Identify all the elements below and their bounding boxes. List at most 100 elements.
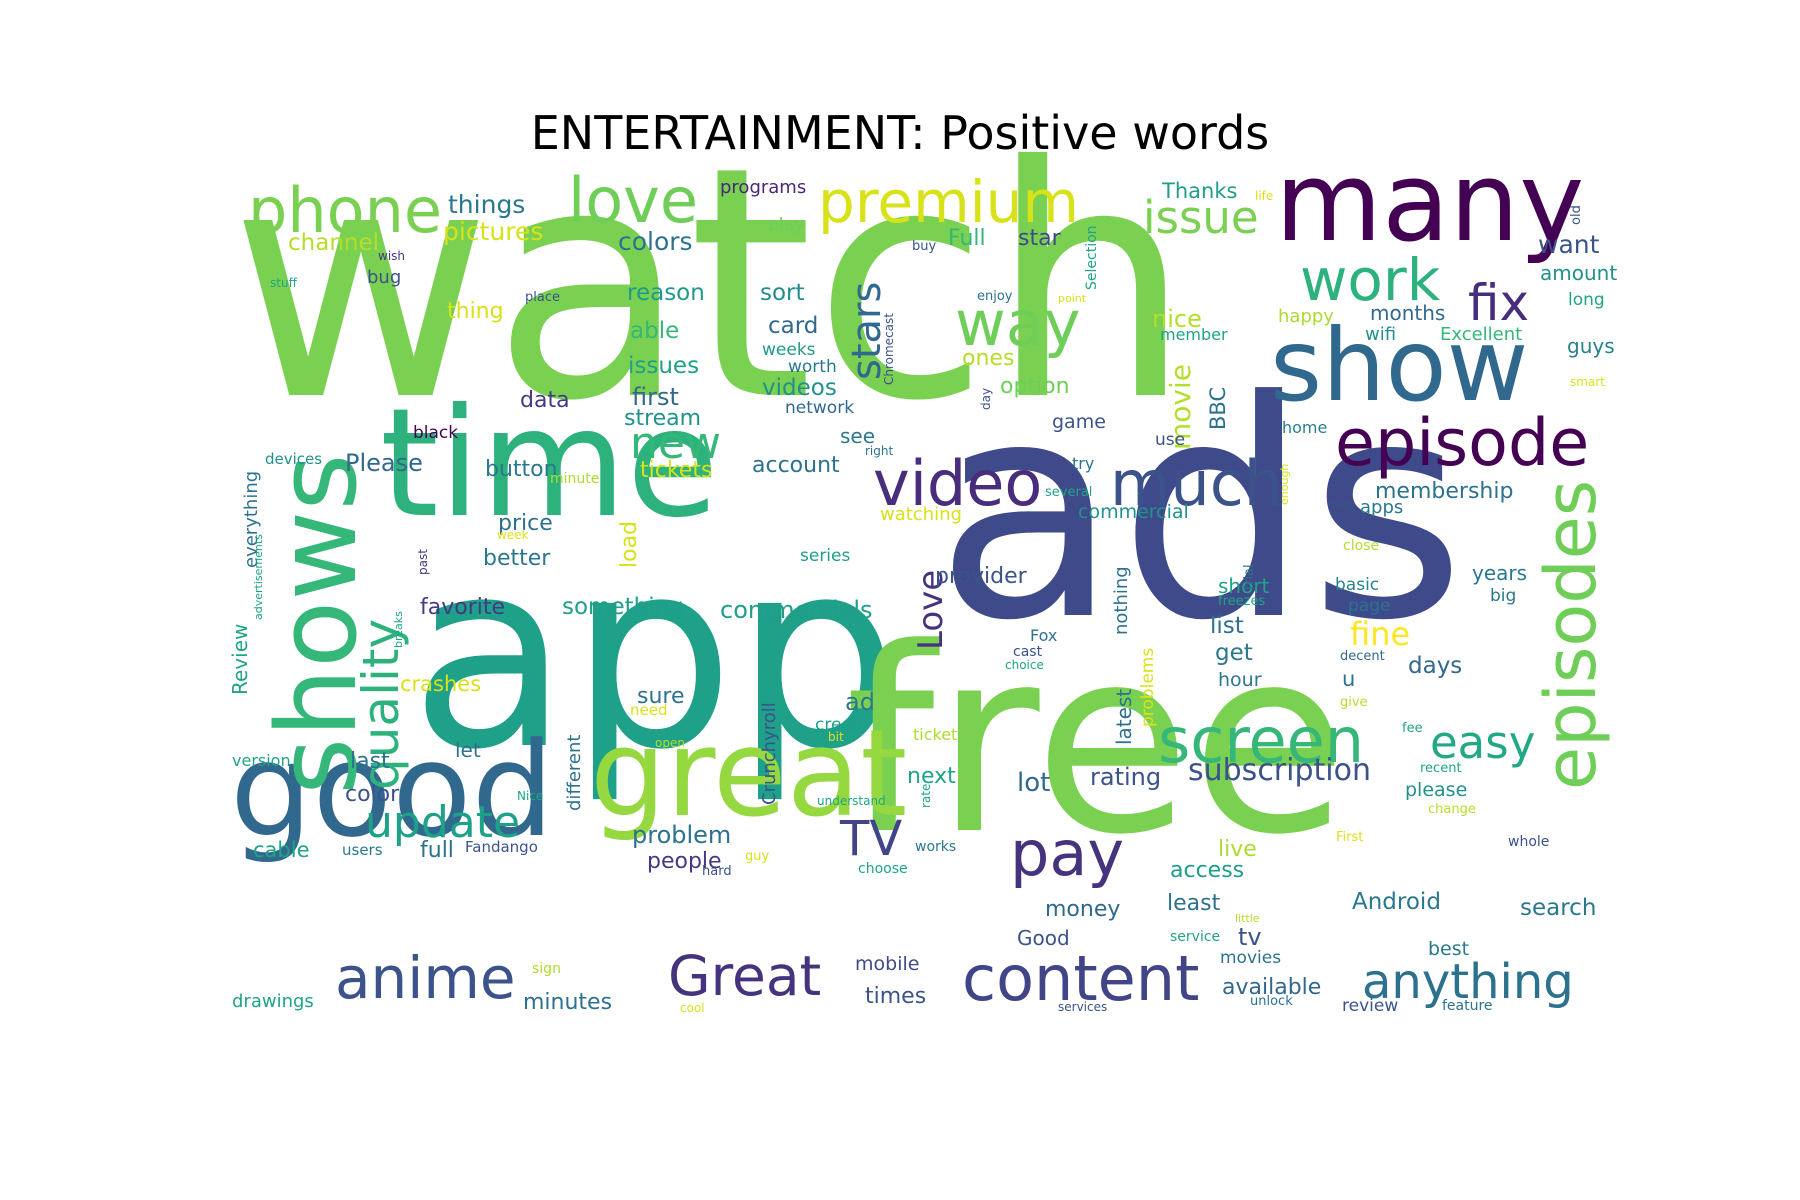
word-crashes: crashes xyxy=(400,672,481,696)
word-anime: anime xyxy=(335,944,516,1012)
word-great: great xyxy=(590,705,907,844)
word-day: day xyxy=(979,388,993,410)
word-enough: enough xyxy=(1278,464,1291,505)
word-services: services xyxy=(1058,1000,1107,1014)
word-game: game xyxy=(1052,411,1106,433)
word-sort: sort xyxy=(760,280,805,306)
word-issue: issue xyxy=(1143,191,1259,244)
word-version: version xyxy=(232,751,291,770)
word-nice: nice xyxy=(1152,305,1202,333)
word-next: next xyxy=(907,764,956,789)
word-first: First xyxy=(1336,830,1363,845)
word-selection: Selection xyxy=(1084,225,1100,290)
word-member: member xyxy=(1160,325,1228,344)
word-people: people xyxy=(647,849,722,874)
word-cast: cast xyxy=(1013,644,1043,660)
word-video: video xyxy=(873,447,1042,520)
word-available: available xyxy=(1222,975,1321,1000)
word-times: times xyxy=(865,984,926,1009)
word-service: service xyxy=(1170,929,1220,945)
word-screen: screen xyxy=(1158,704,1364,777)
word-app: app xyxy=(410,505,899,807)
word-guy: guy xyxy=(745,849,769,864)
word-credit: credit xyxy=(815,715,864,735)
word-works: works xyxy=(915,839,956,855)
word-network: network xyxy=(785,398,854,418)
word-happy: happy xyxy=(1278,306,1334,327)
word-different: different xyxy=(564,735,585,811)
word-movie: movie xyxy=(1164,364,1197,450)
word-buy: buy xyxy=(912,239,936,254)
word-several: several xyxy=(1045,485,1092,500)
word-problem: problem xyxy=(632,821,731,849)
word-able: able xyxy=(630,318,679,344)
word-tv: tv xyxy=(1238,923,1262,951)
word-home: home xyxy=(1282,418,1327,437)
word-issues: issues xyxy=(628,353,699,379)
word-years: years xyxy=(1472,561,1527,585)
word-channel: channel xyxy=(288,230,379,256)
word-phone: phone xyxy=(248,174,442,247)
word-need: need xyxy=(630,701,668,719)
word-please: Please xyxy=(345,449,423,477)
word-time: time xyxy=(380,377,719,551)
word-let: let xyxy=(455,738,481,762)
word-load: load xyxy=(617,521,642,568)
word-card: card xyxy=(768,313,818,339)
word-point: point xyxy=(1058,292,1087,305)
word-last: last xyxy=(350,749,390,774)
word-full: Full xyxy=(948,226,986,251)
word-understand: understand xyxy=(817,794,886,808)
word-ads: ads xyxy=(935,337,1466,686)
word-trial: trial xyxy=(1242,564,1257,590)
word-pay: pay xyxy=(1010,817,1124,890)
word-star: star xyxy=(1018,226,1062,251)
word-try: try xyxy=(1072,454,1094,473)
word-better: better xyxy=(483,546,551,571)
word-live: live xyxy=(1218,837,1257,862)
word-episode: episode xyxy=(1335,406,1589,481)
word-u: u xyxy=(1342,667,1355,691)
word-watch: watch xyxy=(230,99,1192,471)
word-want: want xyxy=(1538,230,1600,259)
word-new: new xyxy=(630,418,721,469)
word-advertisements: advertisements xyxy=(252,534,265,620)
word-membership: membership xyxy=(1375,479,1513,504)
word-everything: everything xyxy=(241,471,262,568)
word-please: please xyxy=(1405,779,1467,801)
word-weeks: weeks xyxy=(762,340,816,360)
word-android: Android xyxy=(1352,889,1441,915)
word-bug: bug xyxy=(367,267,401,288)
word-anything: anything xyxy=(1362,954,1574,1010)
word-something: something xyxy=(562,594,684,620)
word-crunchyroll: Crunchyroll xyxy=(759,702,780,805)
word-work: work xyxy=(1300,246,1441,314)
word-past: past xyxy=(416,549,430,575)
word-option: option xyxy=(1000,374,1070,399)
word-review: review xyxy=(1342,996,1398,1016)
word-little: little xyxy=(1235,912,1260,925)
word-update: update xyxy=(365,797,520,848)
word-week: week xyxy=(497,528,529,542)
word-whole: whole xyxy=(1508,834,1549,850)
word-first: first xyxy=(632,383,679,411)
word-fee: fee xyxy=(1402,721,1423,736)
word-wish: wish xyxy=(378,249,405,263)
word-long: long xyxy=(1568,290,1605,310)
word-way: way xyxy=(955,287,1080,360)
word-worth: worth xyxy=(788,357,837,377)
word-smart: smart xyxy=(1570,375,1605,389)
word-money: money xyxy=(1045,897,1120,922)
word-basic: basic xyxy=(1335,575,1379,595)
word-choose: choose xyxy=(858,861,908,877)
word-easy: easy xyxy=(1430,716,1535,769)
word-close: close xyxy=(1343,538,1379,554)
word-back: back xyxy=(1328,498,1355,511)
word-data: data xyxy=(520,388,570,413)
word-problems: problems xyxy=(1138,648,1158,727)
word-nothing: nothing xyxy=(1111,566,1132,635)
word-tv: TV xyxy=(839,811,902,867)
word-give: give xyxy=(1340,695,1368,710)
word-provider: provider xyxy=(935,564,1028,589)
